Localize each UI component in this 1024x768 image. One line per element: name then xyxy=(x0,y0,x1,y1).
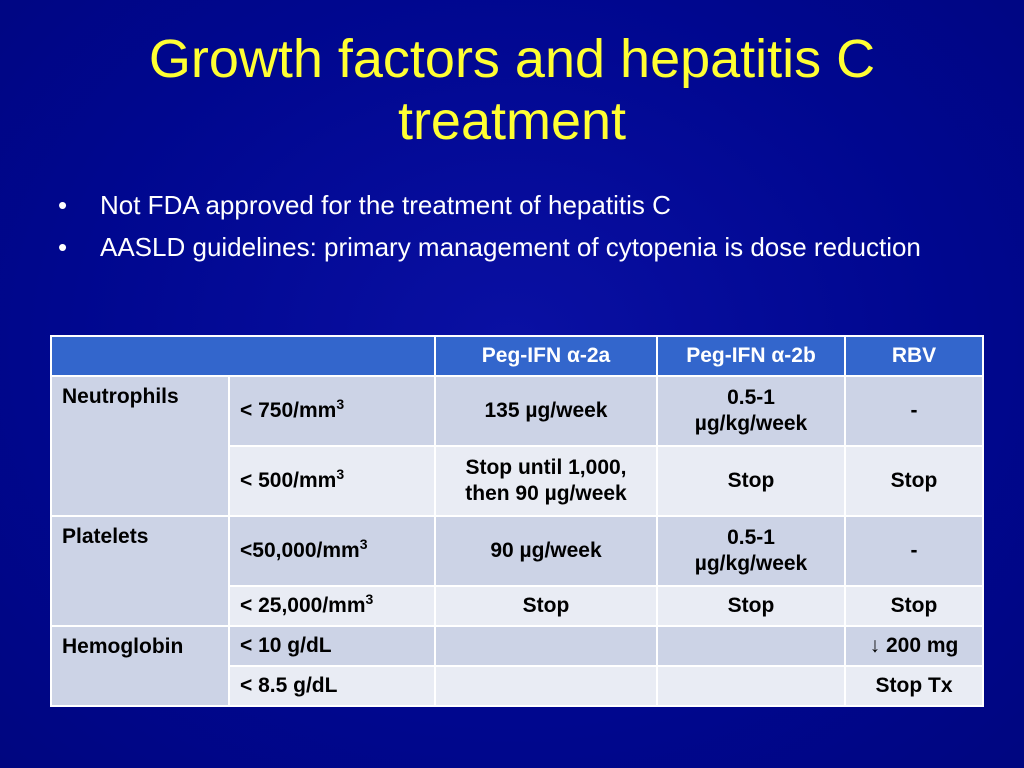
peg-2b-cell: Stop xyxy=(656,445,846,517)
header-rbv: RBV xyxy=(844,335,984,377)
bullet-item: • AASLD guidelines: primary management o… xyxy=(58,228,978,266)
header-peg-ifn-2a: Peg-IFN α-2a xyxy=(434,335,658,377)
threshold-cell: <50,000/mm3 xyxy=(228,515,436,587)
peg-2a-cell xyxy=(434,665,658,707)
bullet-text: AASLD guidelines: primary management of … xyxy=(100,232,921,262)
peg-2a-cell: Stop xyxy=(434,585,658,627)
rbv-cell: ↓ 200 mg xyxy=(844,625,984,667)
threshold-cell: < 500/mm3 xyxy=(228,445,436,517)
rbv-cell: - xyxy=(844,375,984,447)
rbv-cell: - xyxy=(844,515,984,587)
peg-2b-cell xyxy=(656,625,846,667)
category-neutrophils: Neutrophils xyxy=(50,375,230,517)
peg-2b-cell: Stop xyxy=(656,585,846,627)
table-row: < 25,000/mm3 Stop Stop Stop xyxy=(51,585,984,627)
rbv-cell: Stop xyxy=(844,445,984,517)
table-header-row: Peg-IFN α-2a Peg-IFN α-2b RBV xyxy=(50,335,984,377)
peg-2b-cell xyxy=(656,665,846,707)
category-hemoglobin: Hemoglobin xyxy=(50,625,230,707)
bullet-list: • Not FDA approved for the treatment of … xyxy=(58,186,978,270)
header-peg-ifn-2b: Peg-IFN α-2b xyxy=(656,335,846,377)
table-row: < 8.5 g/dL Stop Tx xyxy=(51,665,984,707)
rbv-cell: Stop Tx xyxy=(844,665,984,707)
table-row: Hemoglobin < 10 g/dL ↓ 200 mg xyxy=(50,625,984,707)
threshold-cell: < 25,000/mm3 xyxy=(228,585,436,627)
bullet-dot: • xyxy=(58,232,68,262)
peg-2b-cell: 0.5-1 µg/kg/week xyxy=(656,515,846,587)
threshold-cell: < 8.5 g/dL xyxy=(228,665,436,707)
header-blank xyxy=(50,335,436,377)
table-row: < 500/mm3 Stop until 1,000, then 90 µg/we… xyxy=(51,445,984,517)
bullet-text: Not FDA approved for the treatment of he… xyxy=(100,190,671,220)
table-row: Platelets <50,000/mm3 90 µg/week 0.5-1 µg… xyxy=(50,515,984,627)
rbv-cell: Stop xyxy=(844,585,984,627)
bullet-dot: • xyxy=(58,190,68,220)
dose-modification-table: Peg-IFN α-2a Peg-IFN α-2b RBV Neutrophil… xyxy=(50,335,984,707)
bullet-item: • Not FDA approved for the treatment of … xyxy=(58,186,978,224)
slide-title: Growth factors and hepatitis C treatment xyxy=(148,29,876,151)
peg-2a-cell: 135 µg/week xyxy=(434,375,658,447)
threshold-cell: < 10 g/dL xyxy=(228,625,436,667)
table-row: Neutrophils < 750/mm3 135 µg/week 0.5-1 µ… xyxy=(50,375,984,517)
category-platelets: Platelets xyxy=(50,515,230,627)
threshold-cell: < 750/mm3 xyxy=(228,375,436,447)
peg-2a-cell: 90 µg/week xyxy=(434,515,658,587)
peg-2a-cell xyxy=(434,625,658,667)
peg-2b-cell: 0.5-1 µg/kg/week xyxy=(656,375,846,447)
peg-2a-cell: Stop until 1,000, then 90 µg/week xyxy=(434,445,658,517)
